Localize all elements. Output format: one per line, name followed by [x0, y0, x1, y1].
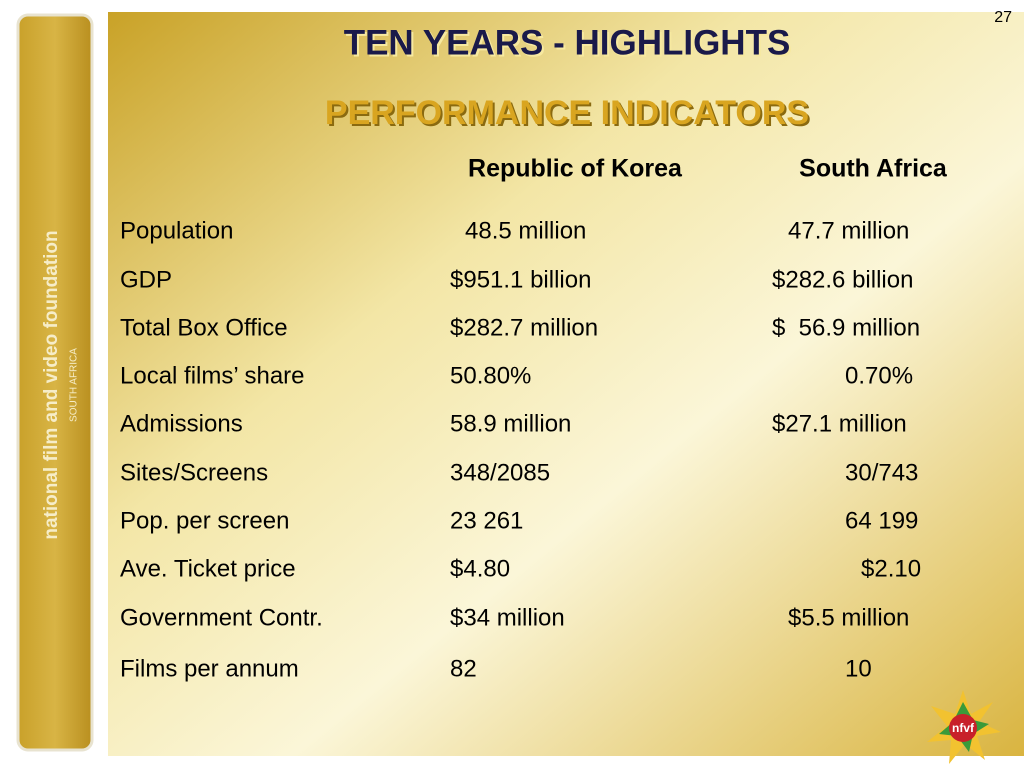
- row-label: Films per annum: [120, 655, 299, 682]
- south-africa-value: 0.70%: [845, 362, 913, 389]
- south-africa-value: 10: [845, 655, 872, 682]
- south-africa-value: 47.7 million: [788, 217, 909, 244]
- row-label: Ave. Ticket price: [120, 555, 296, 582]
- south-africa-value: $5.5 million: [788, 604, 909, 631]
- logo: nfvf: [927, 690, 1001, 764]
- korea-value: $282.7 million: [450, 314, 598, 341]
- subtitle: PERFORMANCE INDICATORS: [325, 94, 809, 132]
- row-label: Admissions: [120, 410, 243, 437]
- row-label: Pop. per screen: [120, 507, 289, 534]
- korea-value: 50.80%: [450, 362, 531, 389]
- korea-value: $34 million: [450, 604, 565, 631]
- row-label: Government Contr.: [120, 604, 323, 631]
- south-africa-value: $282.6 billion: [772, 266, 913, 293]
- sidebar-org: national film and video foundation: [41, 230, 62, 539]
- korea-value: $4.80: [450, 555, 510, 582]
- row-label: Population: [120, 217, 233, 244]
- south-africa-value: $27.1 million: [772, 410, 907, 437]
- south-africa-value: 64 199: [845, 507, 918, 534]
- korea-value: 82: [450, 655, 477, 682]
- sidebar-country: SOUTH AFRICA: [69, 348, 80, 422]
- sidebar-panel: [16, 13, 94, 752]
- korea-value: 58.9 million: [450, 410, 571, 437]
- row-label: Total Box Office: [120, 314, 288, 341]
- korea-value: 48.5 million: [465, 217, 586, 244]
- column-header: South Africa: [799, 155, 948, 183]
- page-number: 27: [994, 9, 1012, 26]
- main-panel: [108, 12, 1024, 756]
- south-africa-value: $ 56.9 million: [772, 314, 920, 341]
- title-shadow: TEN YEARS - HIGHLIGHTS: [346, 25, 793, 64]
- row-label: GDP: [120, 266, 172, 293]
- subtitle-shadow: PERFORMANCE INDICATORS: [327, 96, 811, 134]
- korea-value: $951.1 billion: [450, 266, 591, 293]
- column-header: Republic of Korea: [468, 155, 683, 183]
- title: TEN YEARS - HIGHLIGHTS: [344, 23, 791, 62]
- logo-text: nfvf: [952, 721, 975, 735]
- row-label: Sites/Screens: [120, 459, 268, 486]
- south-africa-value: 30/743: [845, 459, 918, 486]
- row-label: Local films’ share: [120, 362, 305, 389]
- korea-value: 348/2085: [450, 459, 550, 486]
- south-africa-value: $2.10: [861, 555, 921, 582]
- korea-value: 23 261: [450, 507, 523, 534]
